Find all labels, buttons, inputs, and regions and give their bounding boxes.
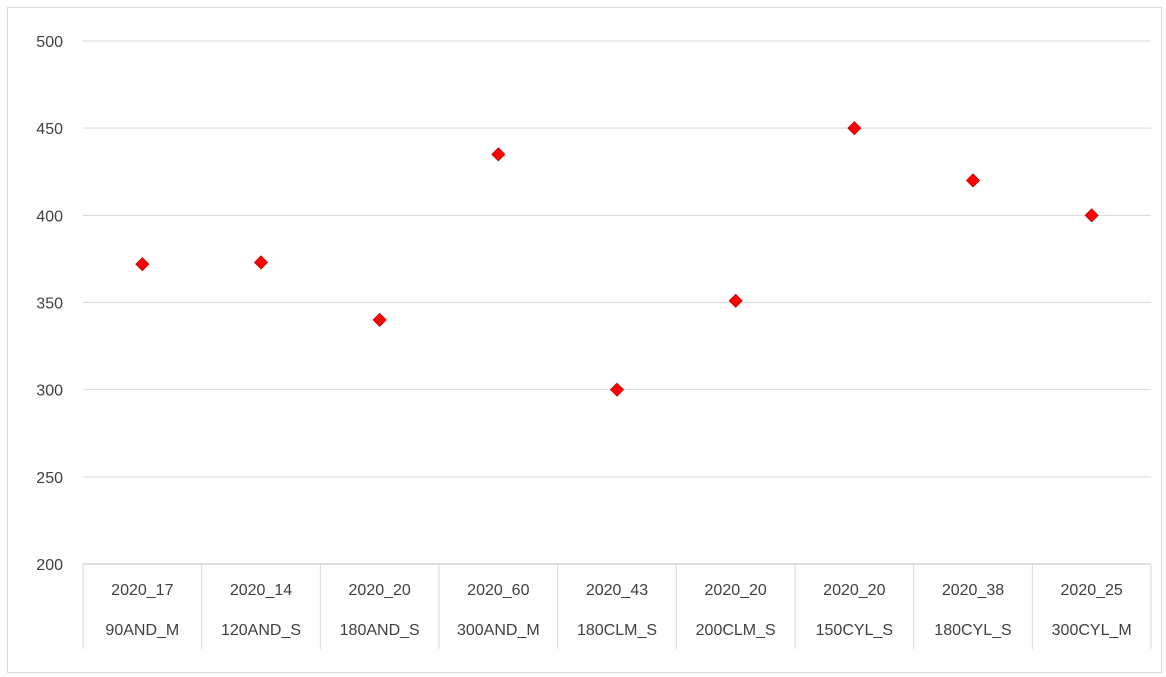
x-category-label-top: 2020_20 — [349, 582, 411, 599]
gridlines — [83, 40, 1151, 565]
x-category-label-bottom: 300AND_M — [457, 622, 540, 639]
chart-area: 200 250 300 350 400 450 500 2020_17 90AND_M 2020… — [7, 7, 1162, 673]
x-category-label-top: 2020_43 — [586, 582, 648, 599]
x-category-label-top: 2020_17 — [111, 582, 173, 599]
x-category-label-bottom: 90AND_M — [105, 622, 179, 639]
y-tick-label-250: 250 — [36, 470, 63, 487]
y-tick-label-450: 450 — [36, 121, 63, 138]
data-point-diamond — [253, 255, 269, 270]
y-tick-label-350: 350 — [36, 296, 63, 313]
y-tick-label-200: 200 — [36, 557, 63, 574]
data-point-diamond — [135, 257, 150, 272]
x-category-label-top: 2020_14 — [230, 582, 292, 599]
y-tick-label-300: 300 — [36, 383, 63, 400]
y-axis-tick-labels: 200 250 300 350 400 450 500 — [36, 34, 63, 574]
x-category-label-top: 2020_20 — [705, 582, 767, 599]
y-tick-label-400: 400 — [36, 208, 63, 225]
data-point-diamond — [965, 173, 981, 188]
x-category-label-bottom: 180AND_S — [340, 622, 420, 639]
data-point-diamond — [609, 382, 625, 397]
y-tick-label-500: 500 — [36, 34, 63, 51]
data-point-diamond — [491, 147, 506, 162]
x-category-label-top: 2020_60 — [467, 582, 529, 599]
x-category-label-bottom: 150CYL_S — [816, 622, 893, 639]
x-category-label-bottom: 180CYL_S — [934, 622, 1011, 639]
data-point-diamond — [1084, 208, 1099, 223]
x-category-label-bottom: 180CLM_S — [577, 622, 657, 639]
data-point-diamond — [728, 293, 743, 308]
x-category-label-bottom: 300CYL_M — [1052, 622, 1132, 639]
x-category-label-top: 2020_20 — [823, 582, 885, 599]
data-point-diamond — [847, 121, 862, 136]
x-category-label-bottom: 200CLM_S — [696, 622, 776, 639]
x-axis-category-labels: 2020_17 90AND_M 2020_14 120AND_S 2020_20 180A… — [82, 564, 1152, 649]
x-category-label-top: 2020_25 — [1061, 582, 1123, 599]
data-point-diamond — [372, 312, 387, 327]
x-category-label-top: 2020_38 — [942, 582, 1004, 599]
x-category-label-bottom: 120AND_S — [221, 622, 301, 639]
data-points — [135, 121, 1099, 397]
